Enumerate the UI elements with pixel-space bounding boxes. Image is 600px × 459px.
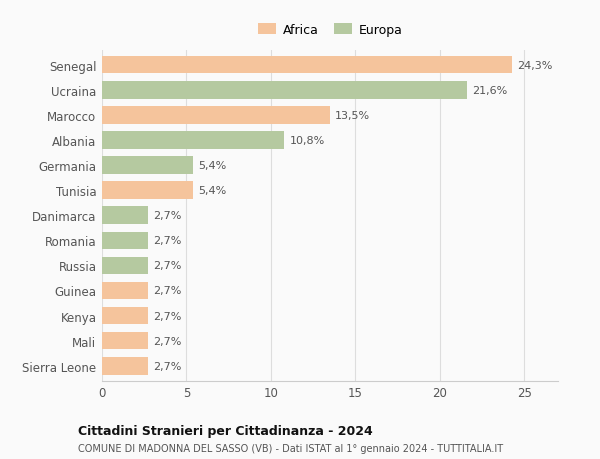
Bar	[102, 357, 148, 375]
Bar	[102, 107, 330, 124]
Text: 13,5%: 13,5%	[335, 111, 370, 121]
Bar	[102, 307, 148, 325]
Text: 5,4%: 5,4%	[198, 186, 227, 196]
Text: 2,7%: 2,7%	[152, 286, 181, 296]
Text: 2,7%: 2,7%	[152, 361, 181, 371]
Bar	[102, 57, 512, 74]
Text: Cittadini Stranieri per Cittadinanza - 2024: Cittadini Stranieri per Cittadinanza - 2…	[78, 424, 373, 437]
Text: 2,7%: 2,7%	[152, 261, 181, 271]
Bar	[102, 207, 148, 224]
Text: 10,8%: 10,8%	[289, 135, 325, 146]
Bar	[102, 132, 284, 149]
Text: 21,6%: 21,6%	[472, 85, 507, 95]
Legend: Africa, Europa: Africa, Europa	[257, 24, 403, 37]
Text: COMUNE DI MADONNA DEL SASSO (VB) - Dati ISTAT al 1° gennaio 2024 - TUTTITALIA.IT: COMUNE DI MADONNA DEL SASSO (VB) - Dati …	[78, 443, 503, 453]
Bar	[102, 182, 193, 200]
Text: 5,4%: 5,4%	[198, 161, 227, 171]
Text: 2,7%: 2,7%	[152, 211, 181, 221]
Text: 24,3%: 24,3%	[517, 61, 553, 71]
Bar	[102, 157, 193, 174]
Text: 2,7%: 2,7%	[152, 336, 181, 346]
Bar	[102, 257, 148, 274]
Text: 2,7%: 2,7%	[152, 236, 181, 246]
Text: 2,7%: 2,7%	[152, 311, 181, 321]
Bar	[102, 232, 148, 250]
Bar	[102, 332, 148, 350]
Bar	[102, 282, 148, 300]
Bar	[102, 82, 467, 99]
